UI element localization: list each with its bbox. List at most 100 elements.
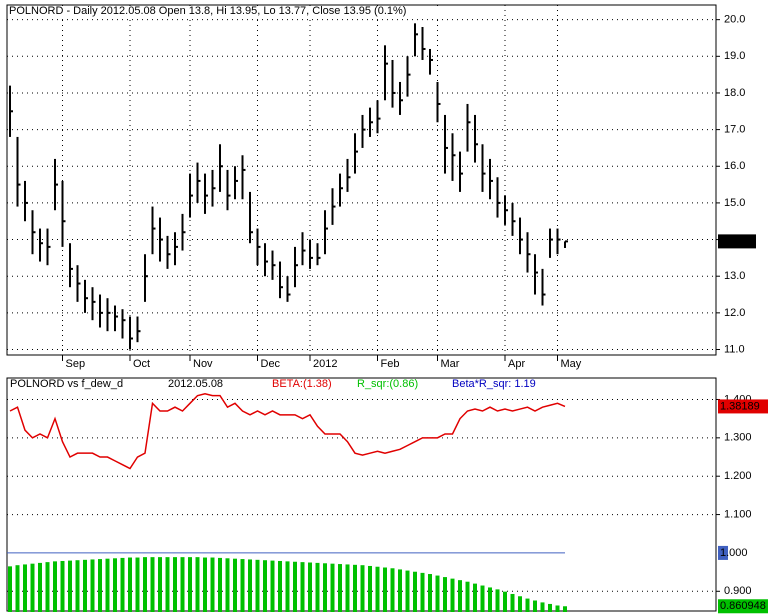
histogram-bar <box>263 560 267 612</box>
histogram-bar <box>158 557 162 612</box>
histogram-bar <box>323 563 327 612</box>
histogram-bar <box>188 557 192 612</box>
histogram-bar <box>248 559 252 612</box>
y-tick-label: 16.0 <box>724 160 745 172</box>
histogram-bar <box>60 560 65 612</box>
histogram-bar <box>113 558 117 612</box>
histogram-bar <box>308 562 312 612</box>
x-tick-label: Mar <box>441 358 460 370</box>
y-tick-label: 17.0 <box>724 124 745 136</box>
histogram-bar <box>495 589 500 612</box>
histogram-bar <box>555 605 560 612</box>
histogram-bar <box>135 557 140 612</box>
y-tick-label: 12.0 <box>724 307 745 319</box>
histogram-bar <box>255 559 260 612</box>
histogram-bar <box>338 564 342 612</box>
histogram-bar <box>98 559 102 612</box>
histogram-bar <box>83 559 87 612</box>
histogram-bar <box>75 560 80 612</box>
histogram-bar <box>510 593 515 612</box>
histogram-bar <box>225 558 230 612</box>
y-tick-label: 1.100 <box>724 508 752 520</box>
x-tick-label: Apr <box>508 358 525 370</box>
histogram-bar <box>150 557 155 612</box>
histogram-bar <box>450 578 455 612</box>
histogram-bar <box>533 600 537 612</box>
histogram-bar <box>345 564 350 612</box>
histogram-bar <box>458 580 462 612</box>
reference-label: 1.000 <box>720 547 748 559</box>
histogram-bar <box>360 565 365 612</box>
last-value-box <box>718 399 768 414</box>
x-tick-label: Dec <box>261 358 281 370</box>
histogram-bar <box>270 560 275 612</box>
legend-entry: BETA:(1.38) <box>272 378 332 390</box>
histogram-bar <box>315 562 320 612</box>
last-price-box <box>718 234 756 249</box>
annotation: Beta*R_sqr: 1.19 <box>452 378 536 390</box>
chart-title: POLNORD - Daily 2012.05.08 Open 13.8, Hi… <box>9 5 406 17</box>
histogram-bar <box>8 566 12 612</box>
x-tick-label: Feb <box>381 358 400 370</box>
histogram-bar <box>398 569 402 612</box>
histogram-bar <box>405 570 410 612</box>
y-tick-label: 11.0 <box>724 343 745 355</box>
histogram-bar <box>375 566 380 612</box>
histogram-bar <box>390 568 395 612</box>
histogram-bar <box>240 559 245 612</box>
histogram-bar <box>233 558 237 612</box>
histogram-bar <box>68 560 72 612</box>
histogram-bar <box>285 561 290 612</box>
y-tick-label: 18.0 <box>724 87 745 99</box>
histogram-bar <box>38 562 42 612</box>
legend-entry: R_sqr:(0.86) <box>357 378 418 390</box>
last-value-label: 0.860948 <box>720 600 766 612</box>
histogram-bar <box>488 587 492 612</box>
histogram-bar <box>330 563 335 612</box>
histogram-bar <box>420 572 425 612</box>
y-tick-label: 1.200 <box>724 470 752 482</box>
histogram-bar <box>563 606 567 612</box>
x-tick-label: Sep <box>66 358 86 370</box>
y-tick-label: 20.0 <box>724 14 745 26</box>
x-tick-label: 2012 <box>313 358 337 370</box>
histogram-bar <box>128 557 132 612</box>
histogram-bar <box>548 603 552 612</box>
y-tick-label: 15.0 <box>724 197 745 209</box>
y-tick-label: 1.300 <box>724 432 752 444</box>
histogram-bar <box>383 567 387 612</box>
beta-line <box>9 392 566 470</box>
histogram-bar <box>165 557 170 612</box>
histogram-bar <box>203 557 207 612</box>
histogram-bar <box>15 565 20 612</box>
histogram-bar <box>180 557 185 612</box>
histogram-bar <box>473 583 477 612</box>
last-value-label: 1.38189 <box>720 400 760 412</box>
last-price-label: 13.95 <box>722 235 750 247</box>
last-value-box <box>718 599 768 614</box>
histogram-bar <box>518 596 522 612</box>
histogram-bar <box>120 557 125 612</box>
histogram-bar <box>413 571 417 612</box>
histogram-bar <box>353 564 357 612</box>
histogram-bar <box>30 563 35 612</box>
plot-frame <box>6 4 717 356</box>
histogram-bar <box>105 558 110 612</box>
histogram-bar <box>480 585 485 612</box>
histogram-bar <box>435 575 440 612</box>
histogram-bar <box>53 561 57 612</box>
reference-box <box>718 545 728 560</box>
histogram-bar <box>143 557 147 612</box>
y-tick-label: 19.0 <box>724 50 745 62</box>
y-tick-label: 13.0 <box>724 270 745 282</box>
histogram-bar <box>45 562 50 612</box>
histogram-bar <box>293 561 297 612</box>
panel-date: 2012.05.08 <box>168 378 223 390</box>
x-tick-label: May <box>561 358 582 370</box>
histogram-bar <box>503 591 507 612</box>
panel-title: POLNORD vs f_dew_d <box>10 378 123 390</box>
histogram-bar <box>300 562 305 612</box>
histogram-bar <box>195 557 200 612</box>
histogram-bar <box>525 598 530 612</box>
